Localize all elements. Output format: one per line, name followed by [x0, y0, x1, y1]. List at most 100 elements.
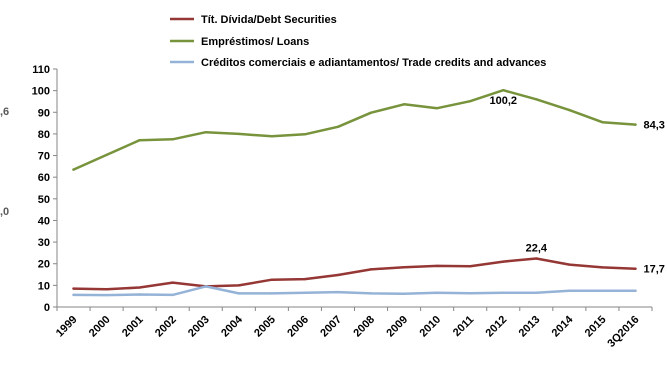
data-point	[303, 133, 307, 136]
data-point	[535, 257, 538, 260]
x-tick-label: 2010	[417, 314, 443, 340]
data-label: 22,4	[526, 243, 548, 255]
data-point	[468, 100, 472, 103]
data-point	[402, 292, 406, 296]
data-point	[72, 293, 75, 297]
cropped-axis-fragment: ,0	[0, 206, 9, 218]
data-point	[336, 290, 340, 294]
data-point	[204, 285, 207, 288]
y-tick-label: 30	[38, 237, 50, 249]
data-point	[568, 289, 571, 292]
data-point	[634, 289, 637, 292]
data-point	[270, 135, 274, 138]
data-point	[502, 89, 505, 92]
data-label: 84,3	[643, 120, 664, 132]
legend-label: Empréstimos/ Loans	[201, 36, 309, 48]
data-point	[105, 293, 108, 297]
y-tick-label: 100	[32, 86, 50, 98]
data-point	[502, 291, 505, 294]
data-point	[270, 292, 274, 295]
x-tick-label: 2006	[285, 314, 311, 340]
x-tick-label: 2009	[384, 314, 410, 340]
x-tick-label: 2007	[318, 314, 344, 340]
data-point	[171, 138, 174, 141]
data-point	[270, 278, 274, 281]
data-point	[72, 168, 75, 171]
x-tick-label: 2004	[219, 313, 245, 339]
data-labels: 100,2 84,3 22,4 17,7	[489, 95, 664, 276]
x-tick-label: 2002	[153, 314, 179, 340]
data-point	[237, 292, 241, 295]
x-tick-label: 2005	[252, 314, 278, 340]
data-point	[171, 281, 174, 284]
y-tick-label: 60	[38, 172, 50, 184]
data-point	[237, 284, 241, 287]
data-point	[535, 291, 538, 294]
data-point	[105, 153, 108, 157]
data-point	[237, 132, 241, 136]
y-tick-label: 20	[38, 259, 50, 271]
legend-label: Créditos comerciais e adiantamentos/ Tra…	[201, 57, 546, 69]
y-tick-label: 0	[44, 302, 50, 314]
data-point	[601, 266, 604, 269]
data-point	[369, 111, 373, 114]
y-tick-label: 10	[38, 280, 50, 292]
data-point	[105, 288, 108, 291]
x-tick-label: 2011	[451, 314, 476, 339]
x-tick-label: 2015	[583, 314, 609, 340]
data-point	[171, 293, 174, 297]
series-line-0	[72, 257, 637, 291]
y-tick-label: 70	[38, 151, 50, 163]
data-point	[502, 260, 505, 263]
series-line-2	[72, 285, 637, 297]
data-point	[204, 130, 207, 134]
data-point	[435, 264, 439, 268]
x-tick-label: 2001	[120, 314, 146, 340]
data-point	[336, 125, 340, 128]
data-label: 100,2	[489, 95, 517, 107]
data-point	[468, 265, 472, 268]
x-tick-label: 2000	[87, 314, 113, 340]
x-tick-label: 2013	[517, 314, 543, 340]
data-point	[402, 265, 406, 269]
data-point	[402, 103, 406, 106]
legend-label: Tít. Dívida/Debt Securities	[201, 14, 337, 26]
data-point	[138, 138, 141, 142]
data-point	[369, 268, 373, 271]
data-point	[601, 289, 604, 292]
y-tick-label: 40	[38, 215, 50, 227]
data-point	[336, 273, 340, 277]
plot-series	[72, 88, 637, 297]
y-tick-label: 80	[38, 129, 50, 141]
data-label: 17,7	[643, 264, 664, 276]
x-tick-label: 1999	[54, 314, 80, 340]
x-tick-label: 2014	[550, 313, 576, 339]
y-tick-label: 50	[38, 194, 50, 206]
y-tick-label: 110	[32, 64, 50, 76]
x-tick-label: 2012	[484, 314, 510, 340]
data-point	[369, 292, 373, 295]
data-point	[435, 106, 439, 110]
data-point	[138, 286, 141, 289]
data-point	[568, 108, 571, 112]
data-point	[634, 267, 637, 270]
data-point	[303, 291, 307, 294]
data-point	[634, 123, 637, 126]
data-point	[435, 291, 439, 294]
cropped-axis-fragment: ,6	[0, 106, 9, 118]
data-point	[303, 277, 307, 281]
data-point	[601, 121, 604, 124]
series-line-1	[72, 88, 637, 171]
y-tick-label: 90	[38, 107, 50, 119]
x-tick-label: 2003	[186, 314, 212, 340]
x-tick-label: 2008	[351, 314, 377, 340]
cropped-axis-fragments: ,6 ,0	[0, 106, 9, 218]
data-point	[72, 287, 75, 290]
legend: Tít. Dívida/Debt Securities Empréstimos/ …	[170, 14, 546, 69]
data-point	[138, 293, 141, 296]
data-point	[535, 98, 538, 101]
data-point	[568, 263, 571, 266]
data-point	[468, 291, 472, 295]
x-tick-label: 3Q2016	[605, 314, 641, 350]
